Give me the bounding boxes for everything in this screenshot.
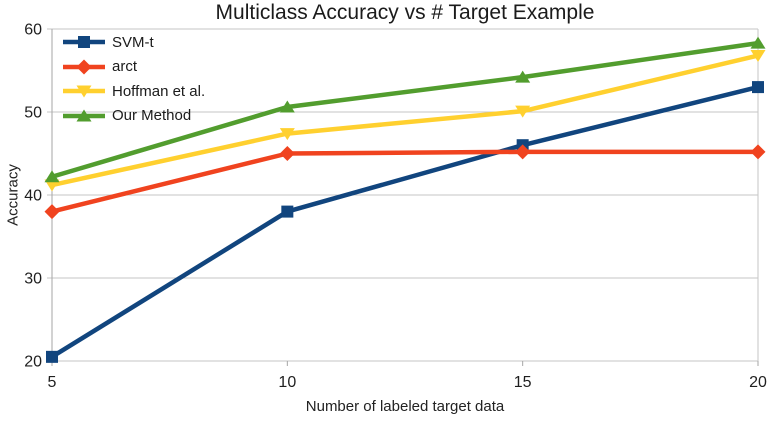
svg-text:10: 10 — [278, 374, 296, 391]
svg-text:5: 5 — [48, 374, 57, 391]
svg-text:50: 50 — [24, 105, 42, 122]
legend-item-svm-t: SVM-t — [63, 30, 205, 55]
chart-title: Multiclass Accuracy vs # Target Example — [215, 1, 595, 24]
legend-marker-square-icon — [63, 36, 105, 49]
x-axis-title: Number of labeled target data — [305, 398, 505, 415]
svg-text:30: 30 — [24, 271, 42, 288]
legend-item-hoffman: Hoffman et al. — [63, 79, 205, 104]
legend-label-arct: arct — [112, 58, 138, 76]
legend-item-our-method: Our Method — [63, 104, 205, 129]
legend-item-arct: arct — [63, 55, 205, 80]
legend-label-our-method: Our Method — [112, 107, 192, 125]
legend-label-svm-t: SVM-t — [112, 33, 154, 51]
legend-marker-diamond-icon — [63, 59, 105, 75]
legend-label-hoffman: Hoffman et al. — [112, 82, 206, 100]
legend-marker-triangle-up-icon — [63, 109, 105, 122]
legend-marker-triangle-down-icon — [63, 85, 105, 98]
svg-text:60: 60 — [24, 22, 42, 39]
svg-text:15: 15 — [514, 374, 532, 391]
legend: SVM-t arct Hoffman et al. Our Method — [63, 30, 205, 128]
svg-text:20: 20 — [749, 374, 767, 391]
svg-text:20: 20 — [24, 354, 42, 371]
svg-text:40: 40 — [24, 188, 42, 205]
